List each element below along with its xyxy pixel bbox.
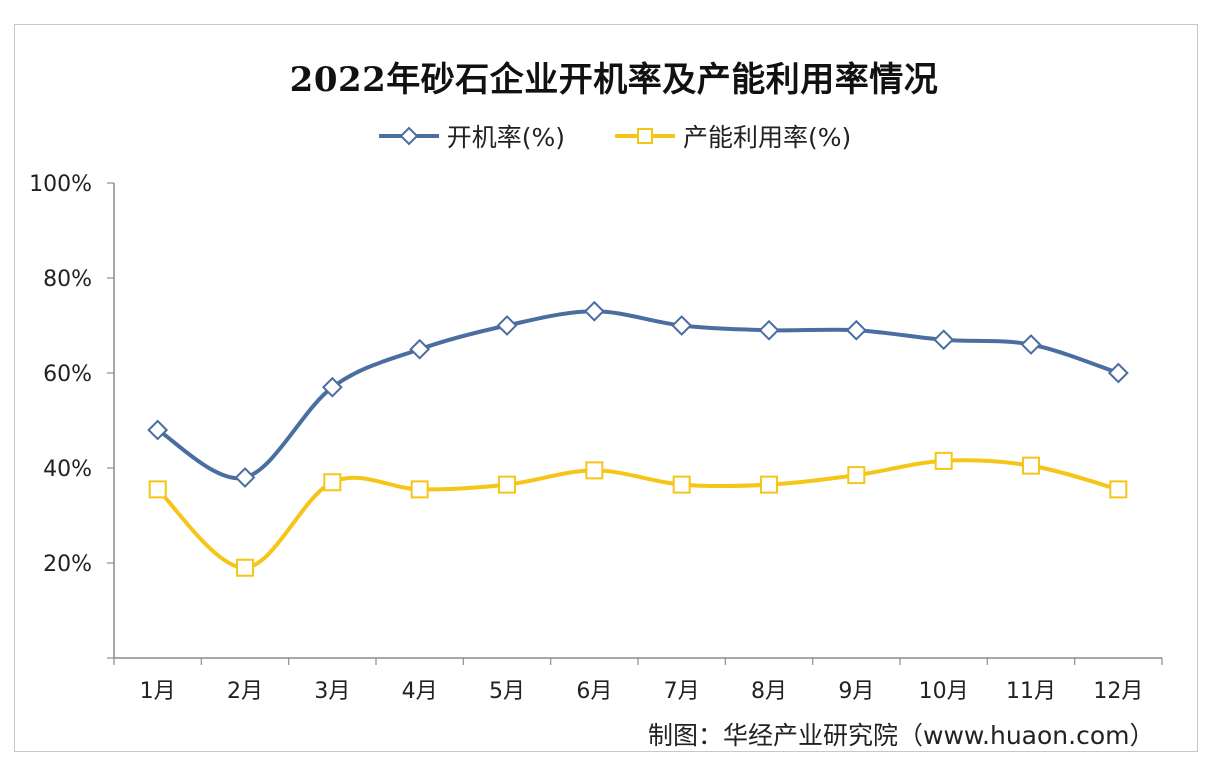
y-tick-label: 80% <box>43 267 92 292</box>
x-tick-label: 1月 <box>140 679 176 704</box>
x-tick-label: 5月 <box>489 679 525 704</box>
data-point-series2 <box>760 475 778 494</box>
data-point-series1 <box>496 315 518 336</box>
data-point-series1 <box>845 319 867 341</box>
source-credit: 制图：华经产业研究院（www.huaon.com） <box>648 721 1155 750</box>
legend-item-1: 开机率(%) <box>377 118 565 154</box>
legend-item-2: 产能利用率(%) <box>613 118 851 154</box>
data-point-series1 <box>758 319 780 341</box>
series-line-2 <box>156 458 1119 570</box>
data-point-series2 <box>148 480 167 499</box>
data-point-series1 <box>1020 334 1042 355</box>
data-point-series2 <box>1022 456 1040 475</box>
data-point-series2 <box>672 475 691 494</box>
data-point-series2 <box>236 558 254 577</box>
data-point-series2 <box>323 473 342 492</box>
legend-label-1: 开机率(%) <box>446 123 565 152</box>
y-tick-label: 20% <box>43 552 92 577</box>
y-tick-label: 40% <box>43 457 92 482</box>
chart-legend: 开机率(%) 产能利用率(%) <box>0 118 1228 154</box>
x-tick-label: 3月 <box>314 679 350 704</box>
legend-swatch-1 <box>378 126 439 146</box>
data-point-series2 <box>847 466 866 485</box>
x-tick-label: 6月 <box>576 679 612 704</box>
x-tick-label: 10月 <box>919 679 969 704</box>
y-tick-label: 100% <box>29 172 92 197</box>
chart-frame <box>14 24 1198 752</box>
data-point-series1 <box>409 338 431 360</box>
chart-title: 2022年砂石企业开机率及产能利用率情况 <box>289 60 939 100</box>
x-tick-label: 12月 <box>1093 679 1143 704</box>
data-point-series2 <box>1109 480 1128 499</box>
x-tick-label: 9月 <box>838 679 874 704</box>
x-tick-label: 7月 <box>664 679 700 704</box>
data-point-series2 <box>410 480 429 499</box>
data-point-series2 <box>498 475 516 494</box>
legend-label-2: 产能利用率(%) <box>683 123 852 152</box>
data-point-series2 <box>585 461 604 480</box>
data-point-series1 <box>1107 362 1129 384</box>
series-line-1 <box>156 309 1119 481</box>
data-point-series2 <box>934 451 953 470</box>
data-point-series1 <box>583 300 605 322</box>
data-point-series1 <box>671 315 693 336</box>
x-tick-label: 2月 <box>227 679 263 704</box>
x-tick-label: 4月 <box>402 679 438 704</box>
data-point-series1 <box>321 376 343 398</box>
data-point-series1 <box>933 329 955 351</box>
legend-swatch-2 <box>615 128 675 144</box>
x-tick-label: 8月 <box>751 679 787 704</box>
data-point-series1 <box>234 467 256 488</box>
data-point-series1 <box>147 419 169 441</box>
y-tick-label: 60% <box>43 362 92 387</box>
x-tick-label: 11月 <box>1006 679 1056 704</box>
